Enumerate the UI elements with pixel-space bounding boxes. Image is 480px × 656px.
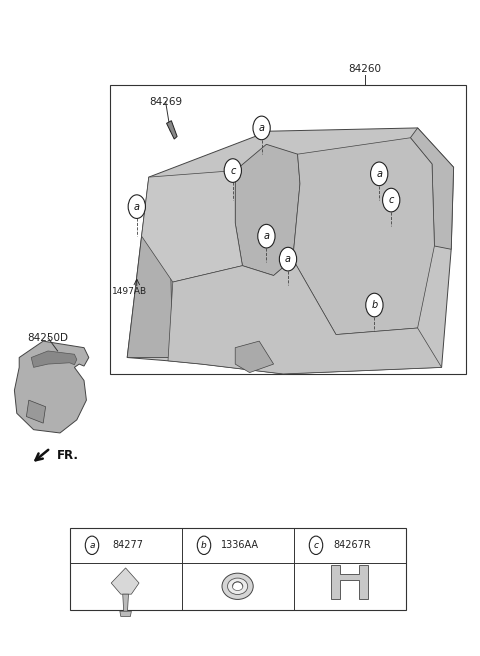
- Ellipse shape: [232, 582, 243, 590]
- Polygon shape: [235, 341, 274, 373]
- Circle shape: [279, 247, 297, 271]
- Ellipse shape: [228, 578, 248, 594]
- Circle shape: [309, 536, 323, 554]
- Circle shape: [197, 536, 211, 554]
- Bar: [110, 85, 466, 374]
- Text: 84269: 84269: [149, 96, 182, 107]
- Polygon shape: [14, 341, 89, 433]
- Polygon shape: [31, 351, 77, 367]
- Bar: [70, 528, 406, 610]
- Text: a: a: [376, 169, 382, 179]
- Polygon shape: [120, 611, 132, 617]
- Polygon shape: [235, 144, 300, 276]
- Polygon shape: [410, 128, 454, 249]
- Polygon shape: [26, 400, 46, 423]
- Text: a: a: [285, 254, 291, 264]
- Polygon shape: [111, 568, 139, 594]
- Text: 1336AA: 1336AA: [221, 541, 259, 550]
- Text: 84277: 84277: [112, 541, 144, 550]
- Polygon shape: [127, 128, 454, 374]
- Text: a: a: [134, 201, 140, 212]
- Text: c: c: [230, 165, 236, 176]
- Polygon shape: [127, 220, 173, 358]
- Text: 84260: 84260: [348, 64, 381, 74]
- Polygon shape: [123, 594, 129, 611]
- Polygon shape: [167, 121, 177, 139]
- Circle shape: [224, 159, 241, 182]
- Text: a: a: [89, 541, 95, 550]
- Text: b: b: [201, 541, 207, 550]
- Circle shape: [366, 293, 383, 317]
- Polygon shape: [168, 259, 442, 374]
- Circle shape: [253, 116, 270, 140]
- Ellipse shape: [222, 573, 253, 600]
- Text: FR.: FR.: [57, 449, 79, 462]
- Text: 1497AB: 1497AB: [112, 287, 147, 297]
- Text: a: a: [264, 231, 269, 241]
- Polygon shape: [142, 171, 242, 282]
- Text: c: c: [388, 195, 394, 205]
- Circle shape: [85, 536, 99, 554]
- Text: a: a: [259, 123, 264, 133]
- Text: 84250D: 84250D: [27, 333, 69, 343]
- Circle shape: [371, 162, 388, 186]
- Circle shape: [258, 224, 275, 248]
- Text: c: c: [313, 541, 319, 550]
- Circle shape: [383, 188, 400, 212]
- Circle shape: [128, 195, 145, 218]
- Polygon shape: [293, 138, 434, 335]
- Polygon shape: [331, 565, 368, 600]
- Text: 84267R: 84267R: [333, 541, 371, 550]
- Text: b: b: [371, 300, 378, 310]
